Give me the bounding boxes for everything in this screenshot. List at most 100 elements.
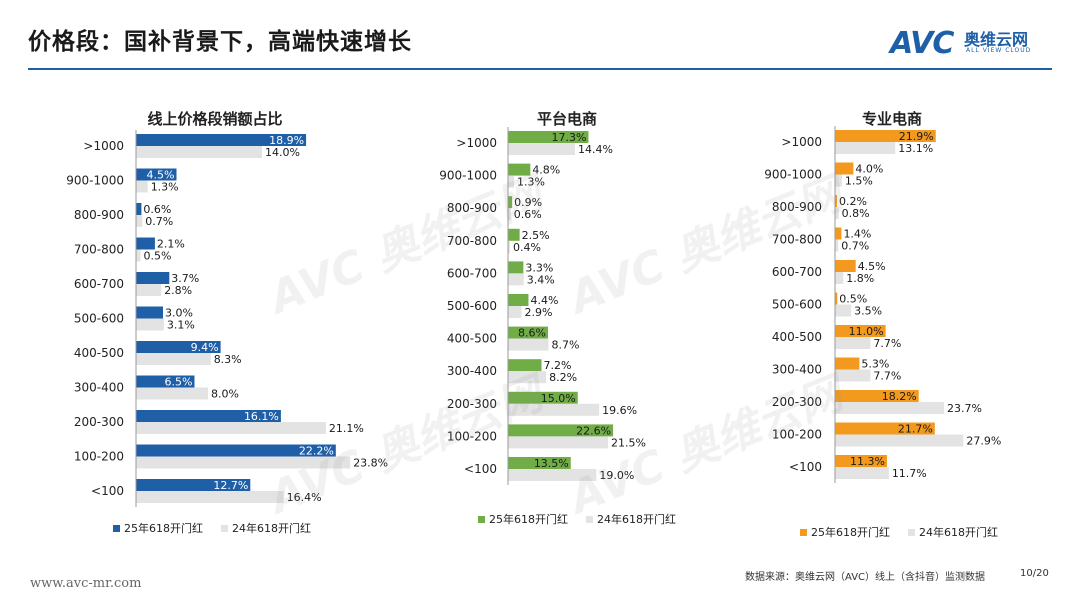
data-label-25: 0.5% — [839, 293, 867, 306]
bar-24 — [136, 249, 141, 262]
data-label-24: 0.7% — [841, 240, 869, 253]
data-label-24: 8.3% — [214, 353, 242, 366]
data-label-24: 16.4% — [287, 491, 322, 504]
data-label-24: 8.2% — [549, 371, 577, 384]
legend-label-24: 24年618开门红 — [232, 521, 311, 535]
bar-25 — [136, 203, 142, 215]
header-divider — [28, 68, 1052, 70]
bar-25 — [508, 326, 548, 339]
data-label-24: 2.8% — [164, 284, 192, 297]
data-label-24: 11.7% — [892, 467, 927, 480]
bar-25 — [508, 228, 520, 241]
data-label-25: 4.4% — [530, 294, 558, 307]
bar-25 — [835, 195, 837, 207]
bar-24 — [136, 284, 162, 296]
bar-25 — [508, 131, 589, 143]
data-label-25: 5.3% — [861, 358, 889, 371]
legend-label-25: 25年618开门红 — [489, 512, 568, 526]
bar-25 — [835, 325, 886, 337]
data-label-25: 17.3% — [551, 131, 586, 144]
category-label: 800-900 — [772, 200, 822, 214]
bar-24 — [835, 207, 839, 219]
data-label-24: 1.8% — [846, 272, 874, 285]
legend-label-25: 25年618开门红 — [811, 525, 890, 539]
data-label-25: 7.2% — [543, 359, 571, 372]
bar-25 — [835, 227, 842, 240]
bar-25 — [136, 168, 177, 181]
category-label: 100-200 — [447, 429, 497, 443]
data-label-25: 2.5% — [522, 229, 550, 242]
category-label: >1000 — [781, 135, 822, 149]
data-label-25: 11.3% — [850, 455, 885, 468]
data-label-24: 1.3% — [517, 176, 545, 189]
data-label-25: 9.4% — [191, 341, 219, 354]
bar-25 — [136, 272, 170, 284]
data-label-24: 0.7% — [145, 215, 173, 228]
bar-24 — [835, 174, 842, 187]
category-label: <100 — [91, 484, 124, 498]
bar-24 — [508, 143, 575, 155]
bar-24 — [835, 369, 871, 382]
category-label: 200-300 — [74, 415, 124, 429]
bar-24 — [508, 240, 510, 253]
data-label-25: 3.7% — [171, 272, 199, 285]
logo-en-text: ALL VIEW CLOUD — [966, 47, 1032, 54]
category-label: 800-900 — [74, 208, 124, 222]
legend-label-24: 24年618开门红 — [919, 525, 998, 539]
footer-url: www.avc-mr.com — [30, 576, 142, 591]
bar-24 — [136, 491, 284, 503]
bar-24 — [508, 208, 511, 221]
data-label-25: 11.0% — [849, 325, 884, 338]
category-label: 400-500 — [74, 346, 124, 360]
category-label: 100-200 — [772, 428, 822, 442]
data-label-25: 16.1% — [244, 410, 279, 423]
category-label: 300-400 — [772, 363, 822, 377]
data-label-25: 8.6% — [518, 327, 546, 340]
bar-24 — [136, 146, 262, 158]
data-label-25: 6.5% — [165, 376, 193, 389]
data-label-24: 2.9% — [524, 306, 552, 319]
legend-label-25: 25年618开门红 — [124, 521, 203, 535]
data-label-25: 4.8% — [532, 164, 560, 177]
bar-24 — [508, 175, 515, 188]
bar-25 — [835, 357, 860, 370]
data-label-25: 4.5% — [147, 169, 175, 182]
data-label-24: 3.5% — [854, 305, 882, 318]
data-label-25: 22.2% — [299, 445, 334, 458]
bar-25 — [835, 422, 935, 435]
category-label: 900-1000 — [764, 168, 822, 182]
bar-25 — [835, 390, 919, 402]
bar-25 — [136, 237, 155, 250]
data-label-25: 0.9% — [514, 196, 542, 209]
legend-swatch-24 — [908, 529, 915, 536]
bar-25 — [136, 134, 307, 146]
data-label-25: 12.7% — [213, 479, 248, 492]
data-label-25: 21.7% — [898, 423, 933, 436]
category-label: 600-700 — [74, 277, 124, 291]
data-label-25: 21.9% — [899, 130, 934, 143]
category-label: 900-1000 — [66, 174, 124, 188]
data-label-24: 13.1% — [898, 142, 933, 155]
logo-avc-text: AVC — [890, 26, 954, 61]
bar-25 — [508, 196, 513, 209]
category-label: 600-700 — [772, 265, 822, 279]
legend-swatch-25 — [478, 516, 485, 523]
category-label: 100-200 — [74, 450, 124, 464]
bar-24 — [136, 456, 351, 469]
category-label: 300-400 — [447, 364, 497, 378]
data-label-24: 7.7% — [873, 337, 901, 350]
chart-title: 专业电商 — [862, 110, 922, 128]
data-label-24: 27.9% — [966, 435, 1001, 448]
data-label-25: 18.9% — [269, 134, 304, 147]
bar-24 — [508, 371, 547, 384]
data-label-24: 0.6% — [514, 208, 542, 221]
data-label-24: 7.7% — [873, 370, 901, 383]
bar-25 — [136, 341, 221, 353]
category-label: 400-500 — [447, 332, 497, 346]
bar-24 — [835, 434, 964, 447]
data-label-25: 15.0% — [541, 392, 576, 405]
bar-25 — [136, 444, 336, 457]
category-label: 200-300 — [447, 397, 497, 411]
data-label-24: 21.5% — [611, 436, 646, 449]
